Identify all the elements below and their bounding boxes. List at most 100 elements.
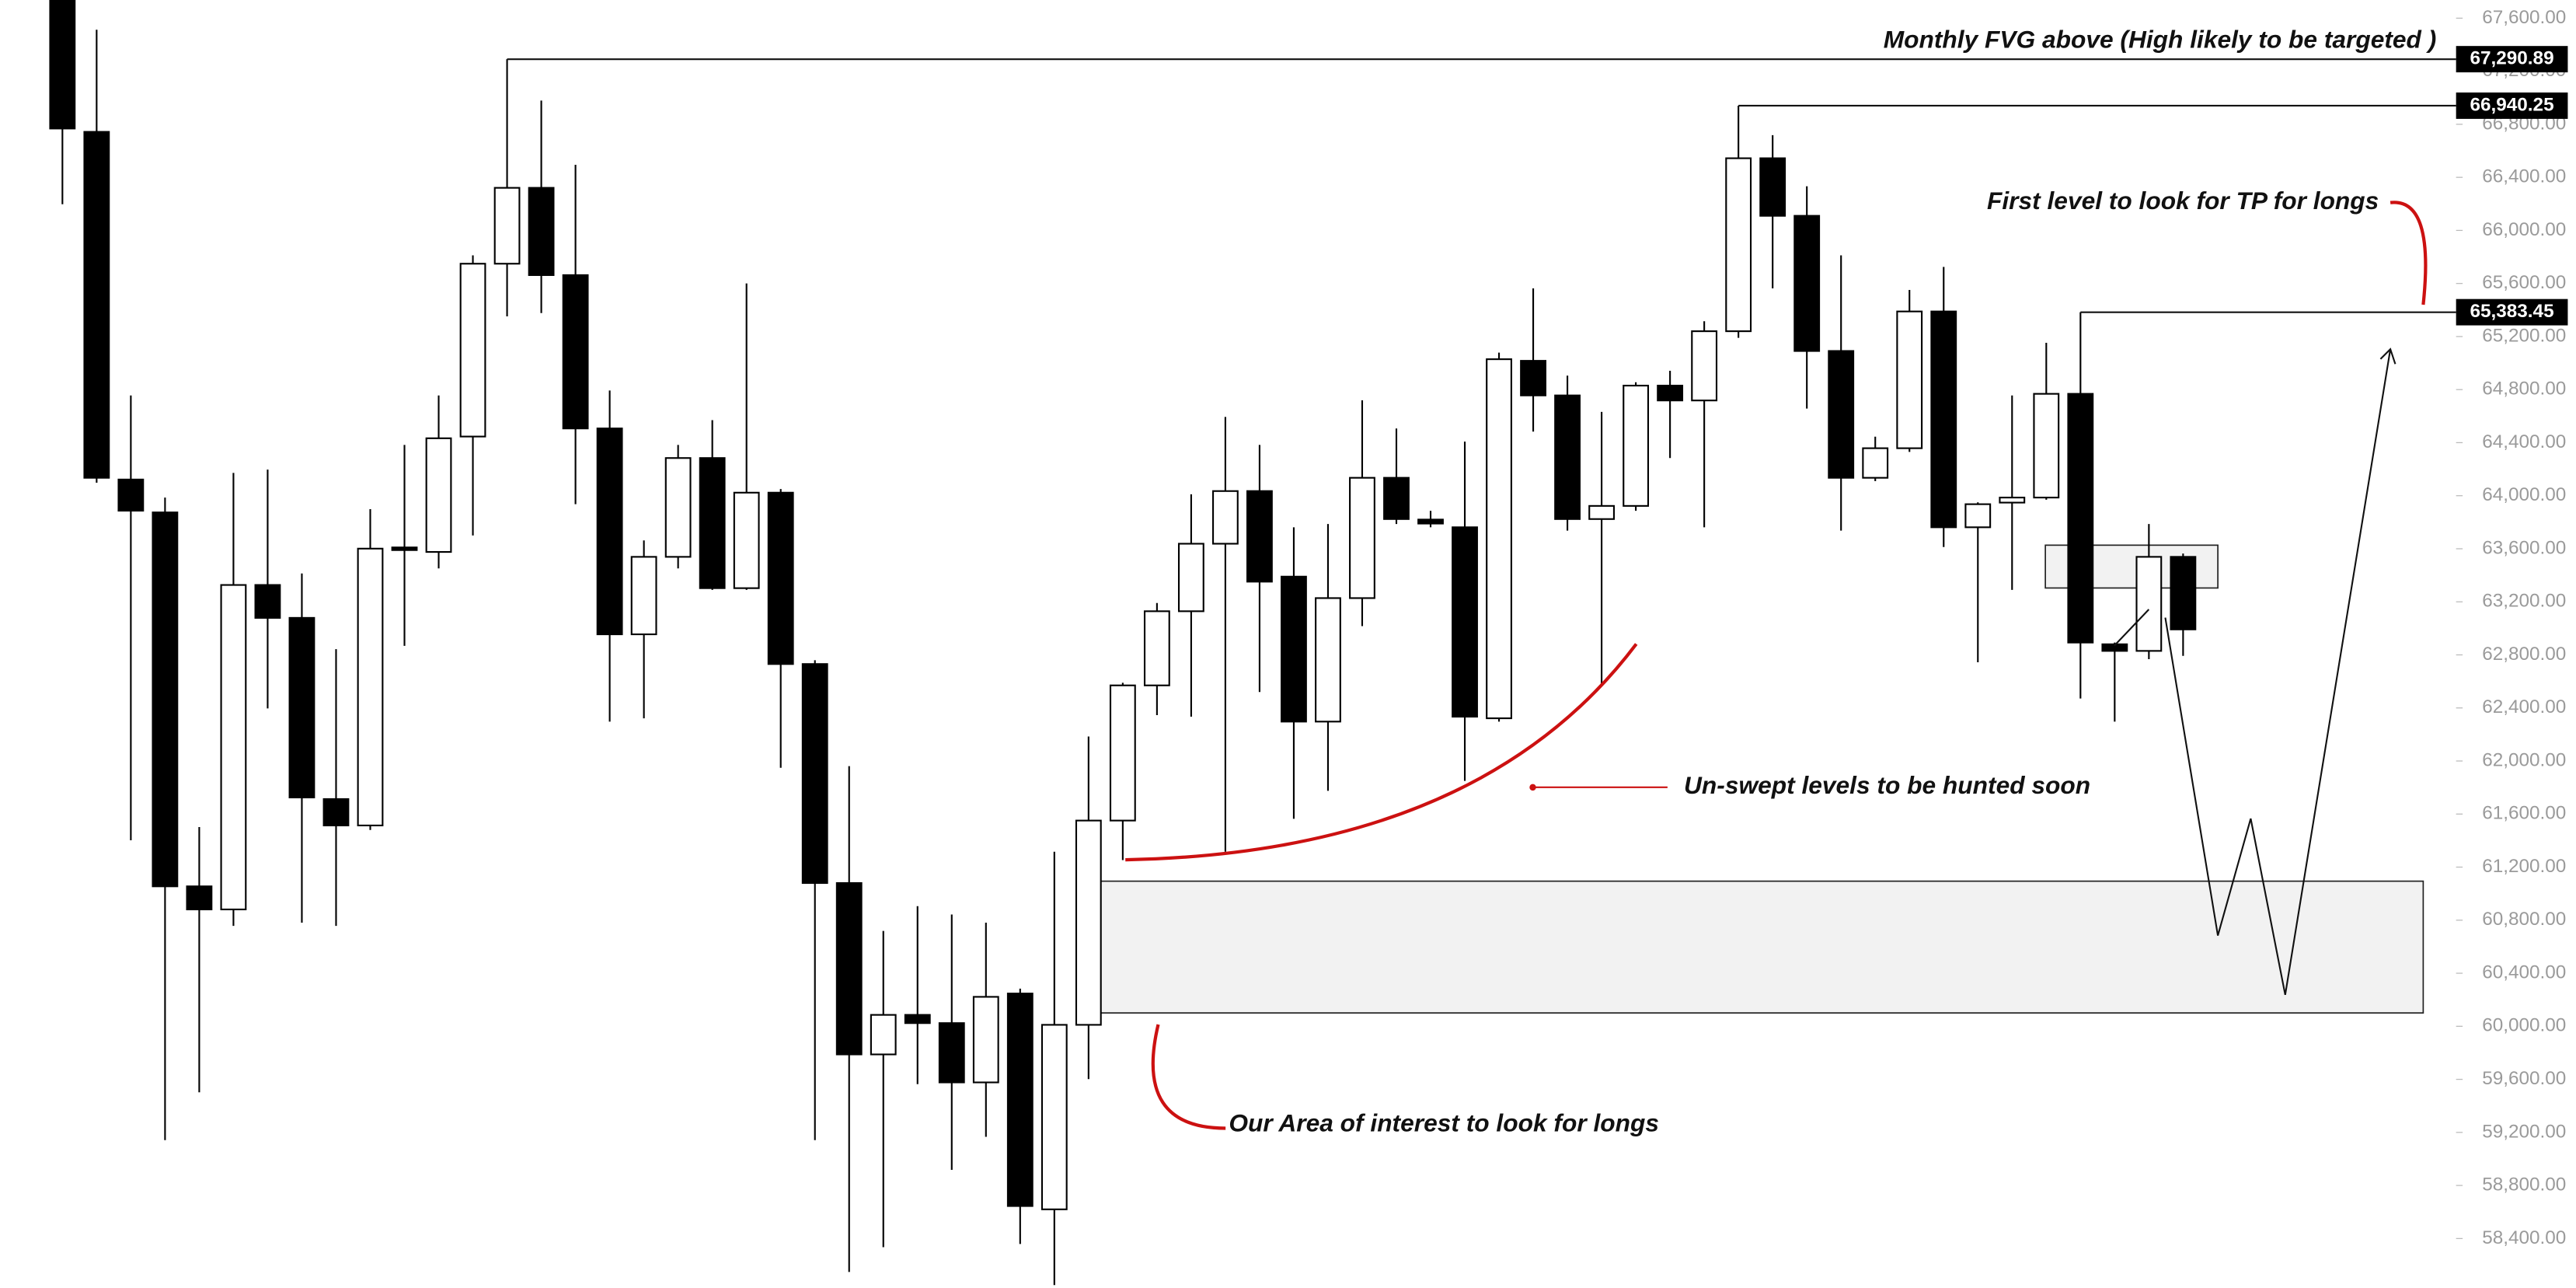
y-tick-label: 66,000.00 — [2482, 219, 2566, 240]
candle-body — [733, 491, 760, 589]
y-tick-label: 64,800.00 — [2482, 379, 2566, 400]
level-label: 65,383.45 — [2470, 301, 2553, 322]
candle-body — [1896, 310, 1923, 449]
y-tick-label: 62,800.00 — [2482, 644, 2566, 665]
candle-body — [562, 274, 589, 430]
candle-body — [801, 663, 828, 885]
candle-body — [1862, 447, 1889, 479]
y-tick-label: 59,200.00 — [2482, 1121, 2566, 1142]
candle-body — [1964, 503, 1992, 529]
projection-connector — [2114, 609, 2150, 647]
candle-body — [664, 457, 692, 558]
candle-body — [1383, 476, 1410, 520]
candle-body — [1793, 215, 1821, 352]
candle-body — [1349, 476, 1375, 599]
candle-body — [1315, 597, 1341, 723]
candle-body — [2170, 556, 2197, 630]
level-badge — [2456, 298, 2568, 326]
annotation: Monthly FVG above (High likely to be tar… — [1884, 25, 2437, 53]
candle-body — [49, 0, 76, 130]
candle-body — [699, 457, 726, 589]
candle-body — [1520, 360, 1546, 396]
y-tick-label: 63,600.00 — [2482, 537, 2566, 558]
candle-body — [835, 881, 863, 1056]
candle-body — [1452, 526, 1478, 718]
candle-body — [357, 547, 384, 827]
level-badge — [2456, 92, 2568, 119]
candle-body — [288, 616, 315, 799]
candle-body — [1759, 157, 1786, 217]
y-tick-label: 67,600.00 — [2482, 7, 2566, 28]
area-of-interest-zone — [1100, 880, 2424, 1014]
candle-body — [186, 885, 213, 911]
pointer-dot — [1529, 784, 1536, 791]
y-tick-label: 65,200.00 — [2482, 325, 2566, 346]
candle-body — [1075, 819, 1102, 1026]
y-tick-label: 58,800.00 — [2482, 1174, 2566, 1195]
candle-body — [1281, 575, 1307, 723]
y-tick-label: 61,600.00 — [2482, 803, 2566, 824]
y-tick-label: 60,400.00 — [2482, 962, 2566, 983]
level-badge — [2456, 46, 2568, 73]
y-tick-label: 59,600.00 — [2482, 1068, 2566, 1089]
candle-body — [83, 131, 110, 479]
y-tick-label: 63,200.00 — [2482, 591, 2566, 612]
level-label: 67,290.89 — [2470, 48, 2553, 69]
y-tick-label: 62,400.00 — [2482, 696, 2566, 717]
y-tick-label: 62,000.00 — [2482, 749, 2566, 770]
candle-body — [1554, 394, 1581, 520]
candle-body — [152, 511, 179, 888]
candle-body — [1657, 385, 1684, 402]
candle-body — [2067, 393, 2094, 644]
y-tick-label: 60,800.00 — [2482, 909, 2566, 930]
y-tick-label: 66,400.00 — [2482, 166, 2566, 187]
candle-body — [2135, 556, 2163, 652]
level-label: 66,940.25 — [2470, 94, 2553, 115]
aoi-curve — [1151, 1024, 1226, 1130]
candle-body — [1999, 497, 2026, 504]
projection-path — [2164, 349, 2392, 996]
candle-body — [596, 428, 623, 636]
candle-body — [459, 263, 486, 438]
candles — [49, 0, 2197, 1286]
y-tick-label: 64,000.00 — [2482, 484, 2566, 505]
candle-body — [1588, 504, 1616, 520]
candle-body — [870, 1014, 897, 1056]
candle-body — [1109, 684, 1136, 822]
candle-body — [1143, 610, 1170, 686]
candle-body — [1486, 358, 1512, 720]
y-tick-label: 61,200.00 — [2482, 856, 2566, 877]
candle-body — [1417, 518, 1444, 525]
candle-body — [767, 491, 794, 665]
candle-body — [938, 1022, 965, 1084]
annotation: First level to look for TP for longs — [1987, 187, 2379, 215]
y-tick-label: 60,000.00 — [2482, 1015, 2566, 1036]
candle-body — [1725, 157, 1752, 333]
candle-body — [528, 187, 555, 276]
candle-body — [630, 556, 657, 636]
annotation: Our Area of interest to look for longs — [1229, 1109, 1659, 1137]
candle-body — [1246, 490, 1273, 583]
candle-body — [1041, 1024, 1068, 1210]
candle-body — [391, 546, 418, 551]
candle-body — [904, 1014, 931, 1024]
candle-body — [1211, 490, 1239, 545]
candle-body — [972, 996, 999, 1084]
candle-body — [1623, 385, 1650, 507]
candle-body — [493, 187, 521, 265]
candle-body — [1828, 350, 1855, 479]
candle-body — [220, 584, 247, 911]
unswept-curve — [1125, 643, 1638, 862]
candle-body — [425, 437, 452, 553]
y-tick-label: 64,400.00 — [2482, 431, 2566, 452]
candle-body — [1006, 993, 1034, 1207]
annotation: Un-swept levels to be hunted soon — [1684, 771, 2090, 799]
candle-body — [1177, 543, 1204, 613]
y-tick-label: 58,400.00 — [2482, 1227, 2566, 1248]
y-tick-label: 65,600.00 — [2482, 272, 2566, 293]
candle-body — [322, 798, 350, 827]
candle-body — [2033, 393, 2060, 499]
projection-arrowhead — [2379, 347, 2396, 365]
